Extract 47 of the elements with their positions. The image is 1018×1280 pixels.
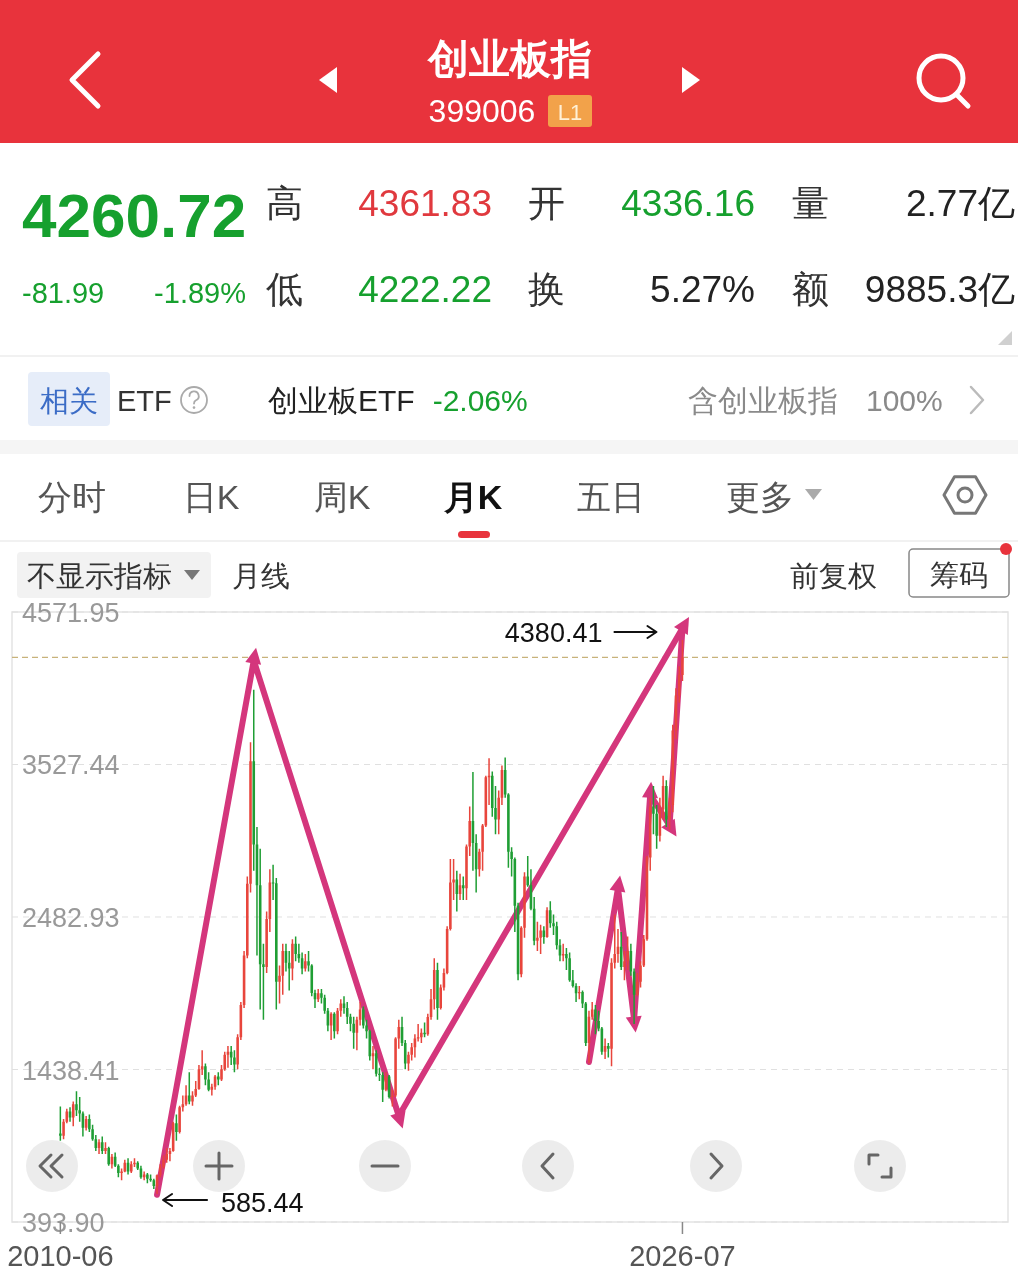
text: 日K [182,478,240,516]
y-tick-label: 4571.95 [22,598,120,628]
annotation: 585.44 [221,1188,304,1219]
candlestick [226,1045,230,1068]
text: L1 [557,100,583,125]
y-tick-label: 3527.44 [22,750,120,781]
text: 9885.3亿 [864,269,1015,310]
text: 开 [528,183,565,224]
text: 2.77亿 [905,183,1015,224]
text: 创业板ETF [268,384,415,417]
text: 更多 [726,478,794,516]
text: 前复权 [790,560,877,592]
y-tick-label: 2482.93 [22,903,120,933]
text: 五日 [577,478,645,516]
text: -81.99 [22,277,105,309]
text: -2.06% [432,384,528,417]
text: 月线 [232,560,290,592]
candlestick [561,943,565,962]
text: 换 [528,269,565,310]
text: 399006 [428,93,536,129]
text: 高 [266,183,303,224]
text: 周K [313,478,371,516]
text: 分时 [38,478,106,516]
text: 量 [792,183,829,224]
x-tick-label: 2010-06 [7,1240,114,1272]
text: -1.89% [154,277,246,309]
text: 不显示指标 [27,560,172,592]
text: 相关 [40,385,98,417]
text: 4222.22 [358,269,492,310]
text: 100% [866,384,943,417]
candlestick [316,988,320,1003]
candlestick [371,1045,375,1070]
text: 筹码 [930,559,988,591]
text: 4260.72 [22,181,247,250]
x-tick-label: 2026-07 [629,1240,736,1272]
text: 4336.16 [621,183,755,224]
annotation: 4380.41 [504,617,603,648]
text: 创业板指 [427,36,592,82]
text: 额 [792,269,829,310]
text: ETF [117,385,172,417]
text: 含创业板指 [688,384,838,417]
y-tick-label: 393.90 [22,1208,105,1238]
y-tick-label: 1438.41 [22,1055,120,1086]
text: 4361.83 [358,183,492,224]
text: 月K [442,478,503,516]
text: 5.27% [650,269,755,310]
text: 低 [266,269,303,310]
